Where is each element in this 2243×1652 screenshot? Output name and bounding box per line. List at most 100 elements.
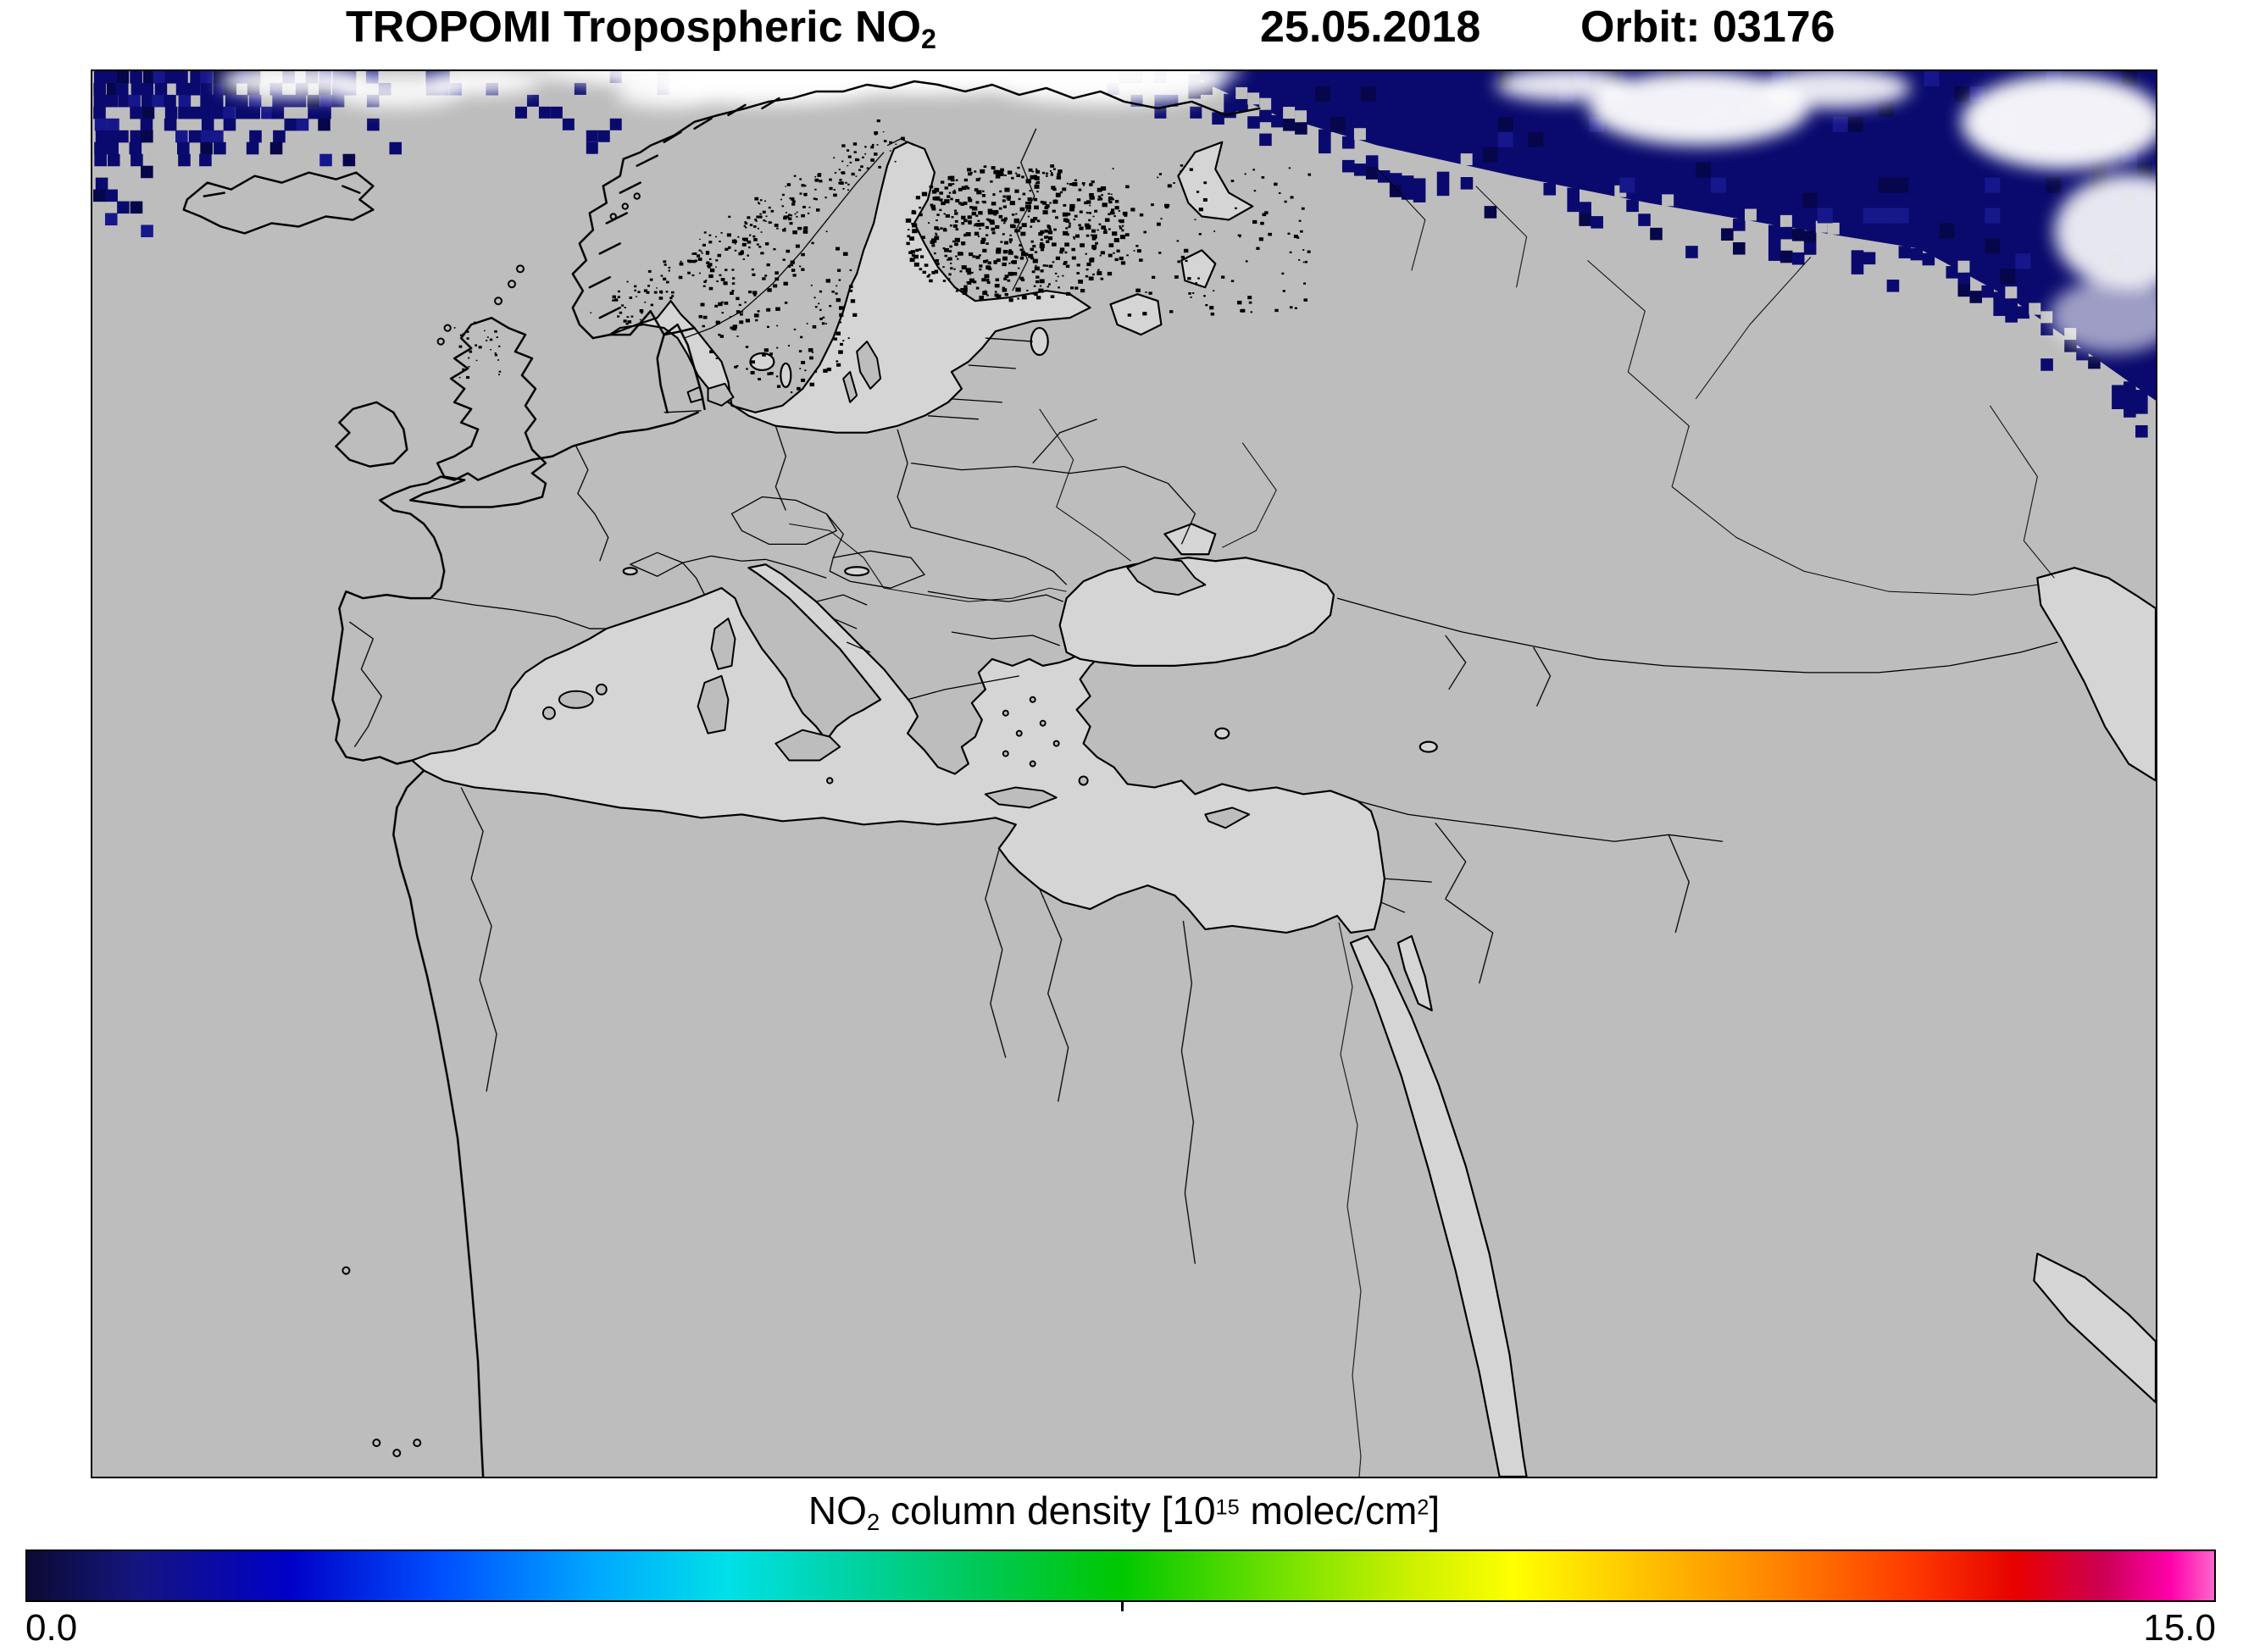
border-spain-portugal	[349, 621, 382, 747]
cloud-patch	[988, 71, 1226, 105]
colorbar-label-exponent: 15	[1215, 1495, 1240, 1520]
lake-vattern	[780, 362, 792, 388]
map-background	[92, 71, 2156, 1477]
colorbar-gradient	[25, 1549, 2216, 1611]
madeira-islet	[341, 1266, 351, 1275]
plot-orbit-number: Orbit: 03176	[1580, 3, 1835, 52]
red-sea	[1349, 934, 1528, 1477]
iceland-coast	[182, 171, 375, 235]
swath-main-segment	[1188, 71, 2156, 401]
volga-river	[1587, 259, 2038, 596]
cloud-patch	[616, 80, 719, 108]
aegean-islet	[1002, 709, 1009, 717]
colorbar-label-sup: 2	[1417, 1495, 1430, 1520]
border-benelux-france	[575, 446, 609, 562]
ireland-coast	[335, 401, 408, 468]
border-balkans	[765, 558, 871, 653]
canary-islet	[372, 1439, 381, 1448]
cloud-patch	[2054, 174, 2156, 290]
norway-fjord-ticks	[588, 97, 780, 319]
nile-river	[1338, 922, 1362, 1477]
border-tunisia-libya	[1039, 888, 1069, 1102]
lofoten-islet	[621, 202, 629, 210]
cloud-patch	[1589, 71, 1809, 146]
lake-peipus	[1030, 326, 1049, 357]
cloud-cover	[219, 71, 2156, 353]
aegean-islet	[1039, 719, 1047, 727]
white-sea	[1177, 141, 1254, 221]
border-france-spain	[432, 597, 607, 629]
border-bulgaria-turkey	[951, 631, 1060, 646]
aegean-islet	[1029, 760, 1036, 768]
coastlines	[182, 80, 1261, 1477]
dnieper-river	[1039, 408, 1131, 562]
border-caucasus	[1336, 597, 2058, 674]
cloud-patch	[2049, 279, 2156, 353]
cloud-patch	[1757, 71, 1911, 108]
cyprus-island	[1204, 807, 1251, 829]
border-belarus-russia	[1032, 419, 1097, 464]
black-sea	[1058, 557, 1335, 667]
europe-map	[92, 71, 2156, 1477]
border-czechia	[730, 496, 837, 545]
border-ukraine-russia	[1124, 465, 1196, 545]
norway-coast	[571, 80, 1261, 340]
border-algeria-tunisia	[985, 850, 1007, 1058]
cloud-patch	[1961, 75, 2156, 169]
lake-geneva	[622, 567, 638, 576]
border-finland-russia	[1012, 128, 1037, 291]
colorbar-label: NO2 column density [1015 molec/cm2]	[91, 1488, 2157, 1536]
seas	[411, 141, 2156, 1477]
caspian-sea	[2036, 567, 2156, 782]
border-hungary	[825, 513, 925, 589]
menorca-island	[595, 683, 608, 696]
plot-title: TROPOMI Tropospheric NO2	[346, 2, 936, 55]
plot-title-text: TROPOMI Tropospheric NO	[346, 3, 921, 52]
border-france-italy	[682, 562, 706, 596]
corsica-island	[710, 618, 736, 670]
hebrides-islet	[443, 324, 452, 332]
rivers	[789, 169, 2055, 1477]
zealand-island	[707, 382, 735, 407]
border-transcaucasia	[1445, 635, 1552, 707]
lake-speckles	[453, 119, 1312, 394]
cloud-patch	[422, 71, 541, 95]
border-romania-bulgaria	[927, 590, 1063, 602]
aegean-islet	[1029, 696, 1036, 703]
iceland-fjord-detail	[203, 185, 361, 197]
danube-river	[789, 523, 1067, 602]
europe-map-panel	[91, 69, 2157, 1478]
sea-of-azov	[1163, 523, 1217, 556]
cloud-patch	[1496, 71, 1632, 102]
colorbar-label-text: molec/cm	[1239, 1488, 1418, 1533]
lake-vanern	[749, 352, 775, 372]
colorbar-label-text: NO	[808, 1488, 867, 1533]
rhodes-island	[1078, 775, 1089, 786]
colorbar-label-sub: 2	[866, 1508, 880, 1535]
border-romania-ukraine	[910, 526, 1068, 585]
border-baltics	[927, 337, 1033, 420]
plot-title-subscript: 2	[920, 24, 936, 55]
border-levant	[1380, 822, 1494, 984]
persian-gulf	[2033, 1252, 2156, 1404]
lake-tuz	[1214, 727, 1230, 740]
sicily-island	[775, 729, 841, 762]
crete-island	[984, 786, 1058, 809]
great-britain-coast	[408, 316, 547, 508]
denmark-jutland-coast	[656, 323, 706, 414]
kama-river	[1695, 257, 1812, 400]
crimea-peninsula	[1126, 557, 1207, 596]
sardinia-island	[697, 674, 730, 735]
border-greece-north	[907, 675, 1019, 701]
shetland-islet	[515, 264, 525, 274]
plot-date: 25.05.2018	[1260, 3, 1481, 52]
lofoten-islet	[609, 213, 617, 220]
aegean-islet	[1015, 729, 1023, 737]
border-iraq	[1668, 834, 1690, 934]
border-morocco-algeria	[460, 787, 497, 1092]
border-poland-east	[897, 429, 912, 528]
border-austria-italy	[682, 555, 766, 563]
mallorca-island	[558, 690, 594, 709]
colorbar-min-label: 0.0	[25, 1607, 78, 1649]
border-sweden-finland	[886, 138, 915, 147]
